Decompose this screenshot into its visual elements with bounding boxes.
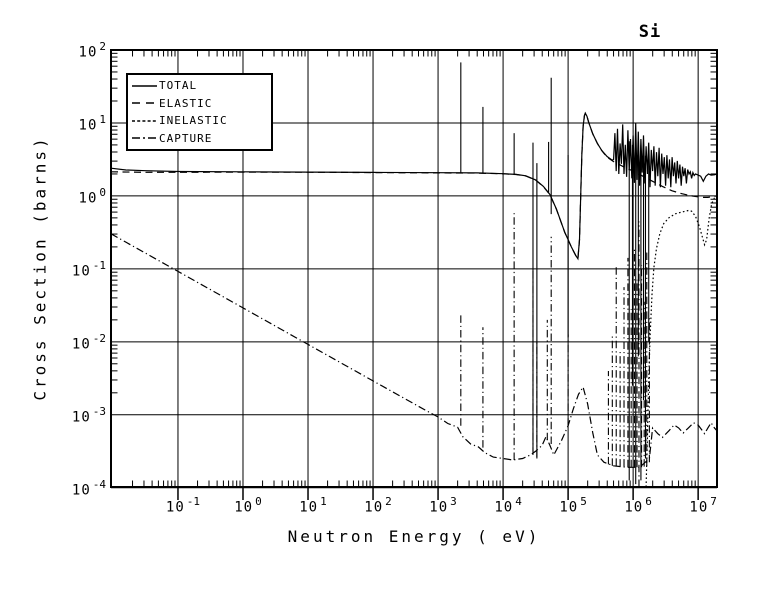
- legend-label: ELASTIC: [159, 96, 213, 110]
- y-tick-label: 10 -1: [71, 258, 106, 280]
- elastic-line-sample: [132, 102, 157, 104]
- x-tick-label: 10 2: [364, 495, 392, 516]
- capture-curve: [111, 233, 717, 468]
- legend-item-inelastic: INELASTIC: [131, 113, 271, 129]
- legend-label: TOTAL: [159, 79, 198, 93]
- legend-item-total: TOTAL: [131, 78, 271, 94]
- y-tick-label: 10 2: [78, 40, 106, 61]
- y-tick-label: 10 1: [78, 112, 106, 134]
- inelastic-line-sample: [132, 120, 157, 122]
- y-tick-label: 10 0: [78, 185, 106, 207]
- legend-item-capture: CAPTURE: [131, 130, 271, 146]
- y-tick-label: 10 -3: [71, 404, 106, 426]
- plot-frame: [110, 49, 718, 488]
- x-axis-label: Neutron Energy ( eV): [287, 527, 541, 546]
- legend-item-elastic: ELASTIC: [131, 95, 271, 111]
- legend-box: TOTAL ELASTIC INELASTIC CAPTURE: [126, 73, 273, 151]
- x-tick-label: 10 1: [299, 495, 327, 516]
- y-tick-label: 10 -4: [71, 477, 106, 499]
- x-tick-label: 10 3: [429, 495, 457, 516]
- x-tick-label: 10 6: [624, 495, 652, 516]
- x-tick-label: 10 4: [494, 495, 522, 516]
- chart-title: Si: [638, 22, 662, 42]
- y-axis-label: Cross Section (barns): [30, 135, 50, 401]
- capture-line-sample: [132, 137, 157, 139]
- x-tick-label: 10 -1: [165, 495, 201, 516]
- legend-label: INELASTIC: [159, 114, 228, 128]
- x-tick-label: 10 7: [689, 495, 717, 516]
- elastic-curve: [111, 111, 717, 261]
- total-line-sample: [132, 85, 157, 87]
- y-tick-label: 10 -2: [71, 331, 106, 353]
- x-tick-label: 10 0: [234, 495, 262, 516]
- x-tick-label: 10 5: [559, 495, 587, 516]
- legend-label: CAPTURE: [159, 131, 213, 145]
